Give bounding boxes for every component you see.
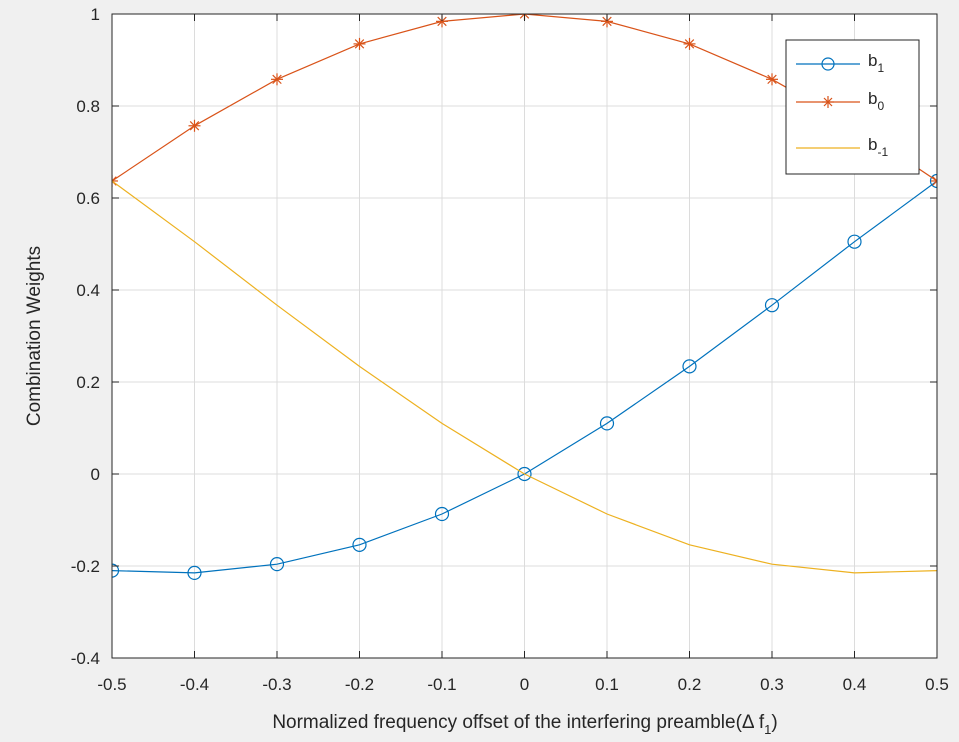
data-point [599,416,615,431]
data-point [187,565,202,581]
y-tick-label: 0.8 [76,97,100,116]
data-point [682,359,697,374]
ticks: -0.5 -0.4 -0.3 -0.2 -0.1 0 0.1 0.2 0.3 0.4 0.5 -0.4… [71,5,949,694]
legend-entry-bm1: b-1 [796,135,888,159]
legend-entry-b1: b1 [796,51,884,75]
x-tick-label: 0.2 [678,675,702,694]
legend-marker-asterisk [822,96,834,108]
y-tick-label: 1 [91,5,100,24]
y-axis-label: Combination Weights [24,246,45,426]
data-point [517,466,532,482]
legend-label-bm1: b-1 [868,135,888,159]
legend-label-b1: b1 [868,51,884,75]
data-point [683,37,696,50]
x-tick-label: -0.5 [97,675,126,694]
x-tick-label: 0.3 [760,675,784,694]
x-tick-label: 0 [520,675,529,694]
series-b-1 [112,180,937,574]
x-tick-label: -0.4 [180,675,209,694]
y-tick-label: 0.4 [76,281,100,300]
y-tick-label: 0.2 [76,373,100,392]
data-point [929,173,937,189]
data-point [112,563,120,578]
x-tick-label: -0.3 [262,675,291,694]
y-tick-label: -0.4 [71,649,100,668]
data-point [847,234,862,249]
legend-box [785,39,920,175]
data-point [434,506,450,522]
data-point [931,174,937,187]
y-tick-label: 0.6 [76,189,100,208]
data-point [766,73,778,86]
data-point [353,37,366,50]
data-point [188,119,201,132]
x-tick-label: -0.2 [345,675,374,694]
data-point [764,298,780,313]
y-tick-label: -0.2 [71,557,100,576]
x-tick-label: 0.5 [925,675,949,694]
x-tick-label: 0.4 [843,675,867,694]
x-axis-label: Normalized frequency offset of the inter… [272,712,777,737]
data-point [269,557,285,572]
data-point [352,537,367,552]
x-tick-label: -0.1 [427,675,456,694]
legend: b1 b0 b-1 [785,39,920,175]
y-tick-label: 0 [91,465,100,484]
legend-label-b0: b0 [868,89,884,113]
series-line [112,180,937,574]
legend-marker-circle [821,57,835,71]
legend-entry-b0: b0 [796,89,884,113]
x-tick-label: 0.1 [595,675,619,694]
data-point [271,73,283,86]
